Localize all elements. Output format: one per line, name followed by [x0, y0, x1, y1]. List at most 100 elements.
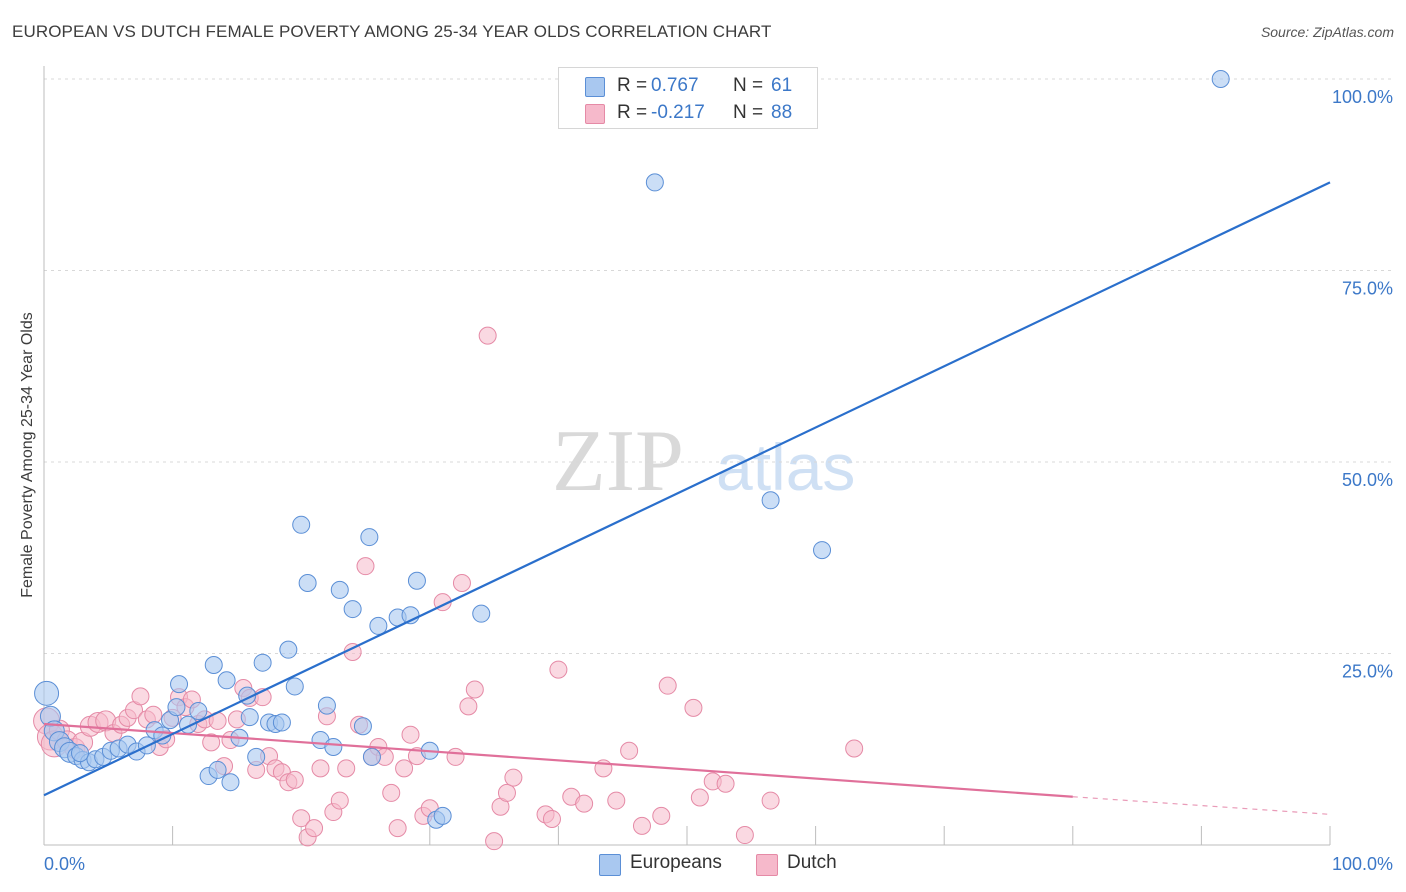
europeans-point — [292, 515, 311, 534]
dutch-trend-line — [43, 722, 1073, 798]
dutch-swatch — [585, 104, 605, 124]
dutch-point — [549, 660, 568, 679]
dutch-point — [459, 697, 478, 716]
dutch-point — [497, 783, 516, 802]
europeans-n-value: 61 — [771, 75, 793, 96]
dutch-points — [33, 326, 864, 851]
europeans-point — [272, 713, 291, 732]
dutch-point — [452, 574, 471, 593]
dutch-point — [690, 788, 709, 807]
dutch-point — [716, 774, 735, 793]
y-tick-label: 50.0% — [1342, 470, 1393, 490]
europeans-point — [761, 491, 780, 510]
europeans-point — [433, 806, 452, 825]
dutch-legend-swatch — [756, 854, 778, 876]
europeans-point — [204, 655, 223, 674]
dutch-point — [395, 759, 414, 778]
europeans-point — [317, 696, 336, 715]
europeans-r-label: R = — [617, 75, 648, 96]
x-tick-label: 100.0% — [1332, 854, 1393, 874]
europeans-point — [324, 737, 343, 756]
europeans-point — [34, 680, 60, 706]
europeans-point — [360, 528, 379, 547]
source-label: Source: ZipAtlas.com — [1260, 24, 1394, 40]
dutch-point — [620, 741, 639, 760]
dutch-point — [311, 759, 330, 778]
europeans-point — [217, 671, 236, 690]
y-tick-labels: 25.0% 50.0% 75.0% 100.0% — [1332, 87, 1393, 682]
europeans-point — [208, 760, 227, 779]
dutch-point — [382, 783, 401, 802]
dutch-r-label: R = — [617, 102, 648, 123]
europeans-legend-label: Europeans — [630, 852, 722, 873]
dutch-point — [652, 806, 671, 825]
watermark: ZIP atlas — [552, 413, 855, 510]
dutch-point — [401, 725, 420, 744]
europeans-point — [353, 717, 372, 736]
europeans-point — [369, 616, 388, 635]
dutch-point — [446, 747, 465, 766]
dutch-point — [658, 676, 677, 695]
dutch-point — [356, 557, 375, 576]
europeans-point — [330, 580, 349, 599]
dutch-point — [478, 326, 497, 345]
dutch-point — [761, 791, 780, 810]
europeans-point — [362, 747, 381, 766]
y-tick-label: 75.0% — [1342, 279, 1393, 299]
x-tick-label: 0.0% — [44, 854, 85, 874]
europeans-point — [221, 773, 240, 792]
dutch-point — [845, 739, 864, 758]
dutch-point — [632, 816, 651, 835]
dutch-point — [202, 733, 221, 752]
dutch-point — [388, 819, 407, 838]
europeans-point — [167, 698, 186, 717]
dutch-n-label: N = — [733, 102, 764, 123]
dutch-point — [684, 698, 703, 717]
europeans-trend-line — [43, 181, 1331, 797]
dutch-point — [575, 794, 594, 813]
europeans-swatch — [585, 77, 605, 97]
dutch-r-value: -0.217 — [651, 102, 705, 123]
dutch-point — [735, 826, 754, 845]
y-tick-label: 25.0% — [1342, 662, 1393, 682]
dutch-point — [292, 809, 311, 828]
dutch-trend-extension — [1072, 796, 1331, 815]
europeans-legend-swatch — [599, 854, 621, 876]
gridlines — [44, 78, 1392, 654]
dutch-n-value: 88 — [771, 102, 793, 123]
dutch-point — [131, 687, 150, 706]
y-tick-label: 100.0% — [1332, 87, 1393, 107]
europeans-point — [407, 571, 426, 590]
europeans-point — [189, 701, 208, 720]
europeans-point — [343, 600, 362, 619]
europeans-point — [279, 640, 298, 659]
dutch-point — [485, 832, 504, 851]
europeans-point — [285, 677, 304, 696]
dutch-point — [337, 759, 356, 778]
x-tick-labels: 0.0% 100.0% — [44, 854, 1393, 874]
europeans-point — [472, 604, 491, 623]
trend-lines — [43, 181, 1331, 815]
europeans-point — [1211, 70, 1230, 88]
dutch-point — [305, 819, 324, 838]
europeans-point — [813, 541, 832, 560]
europeans-point — [247, 747, 266, 766]
europeans-n-label: N = — [733, 75, 764, 96]
dutch-point — [504, 768, 523, 787]
europeans-point — [71, 744, 90, 763]
europeans-r-value: 0.767 — [651, 75, 699, 96]
correlation-legend: R = 0.767 N = 61 R = -0.217 N = 88 — [558, 67, 818, 129]
dutch-point — [144, 705, 163, 724]
europeans-point — [170, 675, 189, 694]
dutch-point — [465, 680, 484, 699]
dutch-legend-label: Dutch — [787, 852, 837, 873]
chart-title: EUROPEAN VS DUTCH FEMALE POVERTY AMONG 2… — [12, 22, 772, 41]
europeans-point — [253, 653, 272, 672]
dutch-point — [330, 791, 349, 810]
europeans-point — [298, 574, 317, 593]
dutch-point — [607, 791, 626, 810]
dutch-point — [285, 770, 304, 789]
dutch-point — [542, 809, 561, 828]
europeans-point — [645, 173, 664, 192]
